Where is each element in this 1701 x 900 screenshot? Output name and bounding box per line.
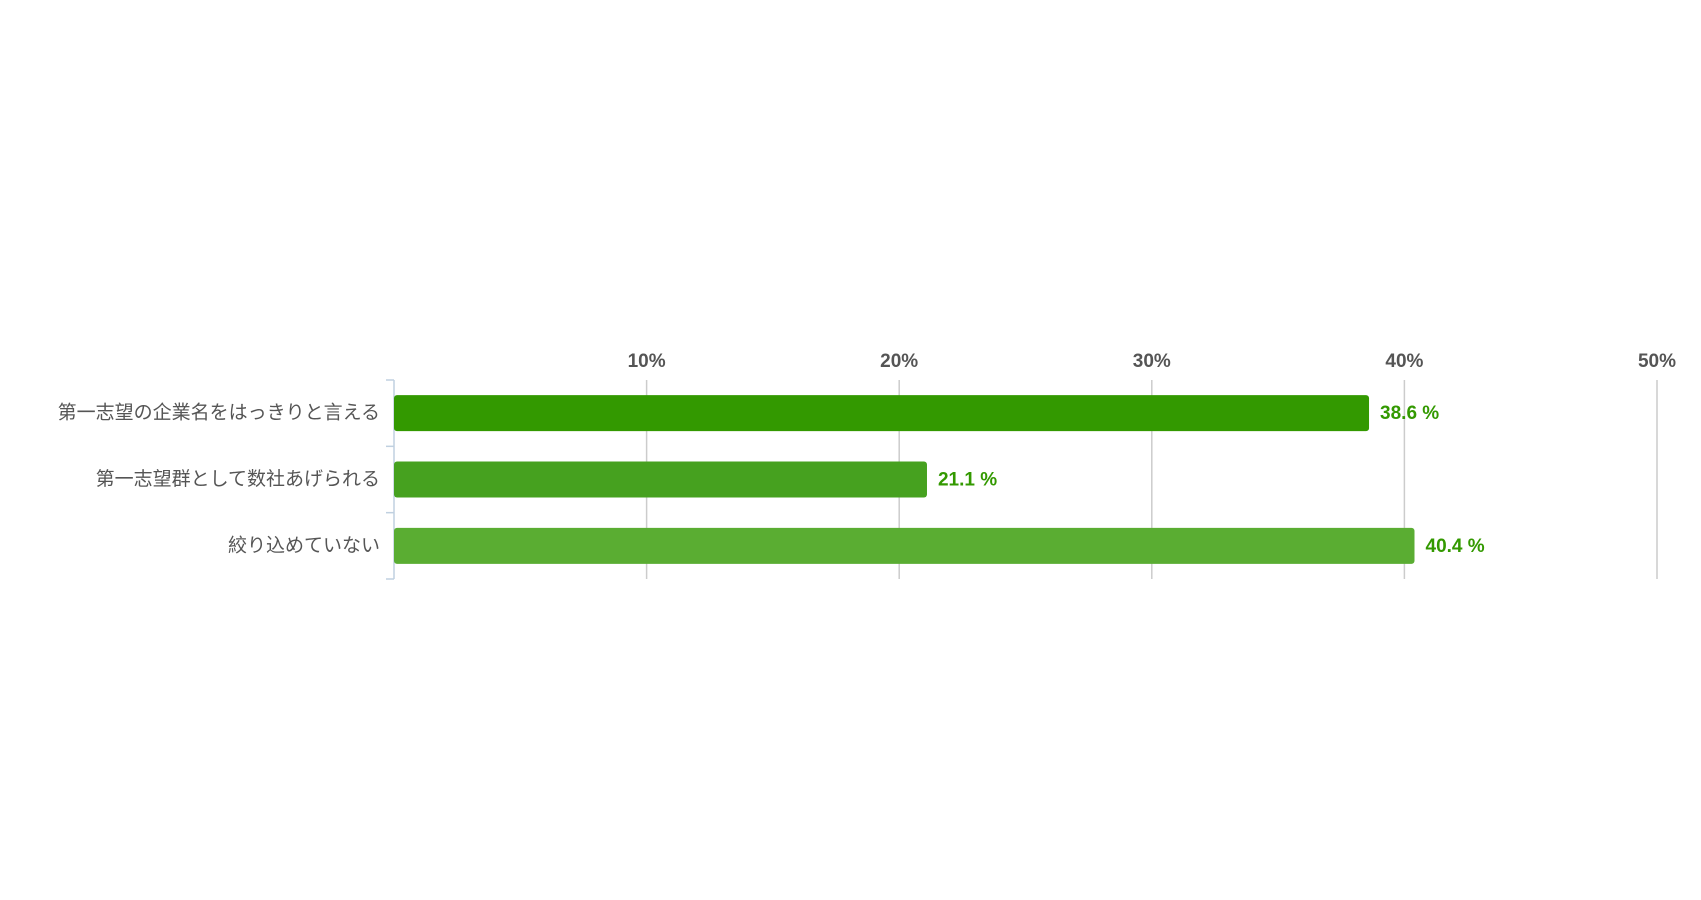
x-tick-label: 50%	[1638, 351, 1676, 372]
x-tick-label: 30%	[1133, 351, 1171, 372]
y-tick-label: 絞り込めていない	[228, 534, 380, 556]
y-tick-label: 第一志望の企業名をはっきりと言える	[58, 402, 380, 424]
value-label: 21.1 %	[938, 470, 997, 491]
x-tick-label: 20%	[880, 351, 918, 372]
y-tick-label: 第一志望群として数社あげられる	[96, 468, 380, 490]
x-tick-label: 10%	[628, 351, 666, 372]
bar	[394, 527, 1415, 564]
value-label: 40.4 %	[1426, 536, 1485, 557]
bar	[394, 395, 1370, 432]
value-label: 38.6 %	[1380, 403, 1439, 424]
bar	[394, 461, 927, 498]
x-tick-label: 40%	[1385, 351, 1423, 372]
